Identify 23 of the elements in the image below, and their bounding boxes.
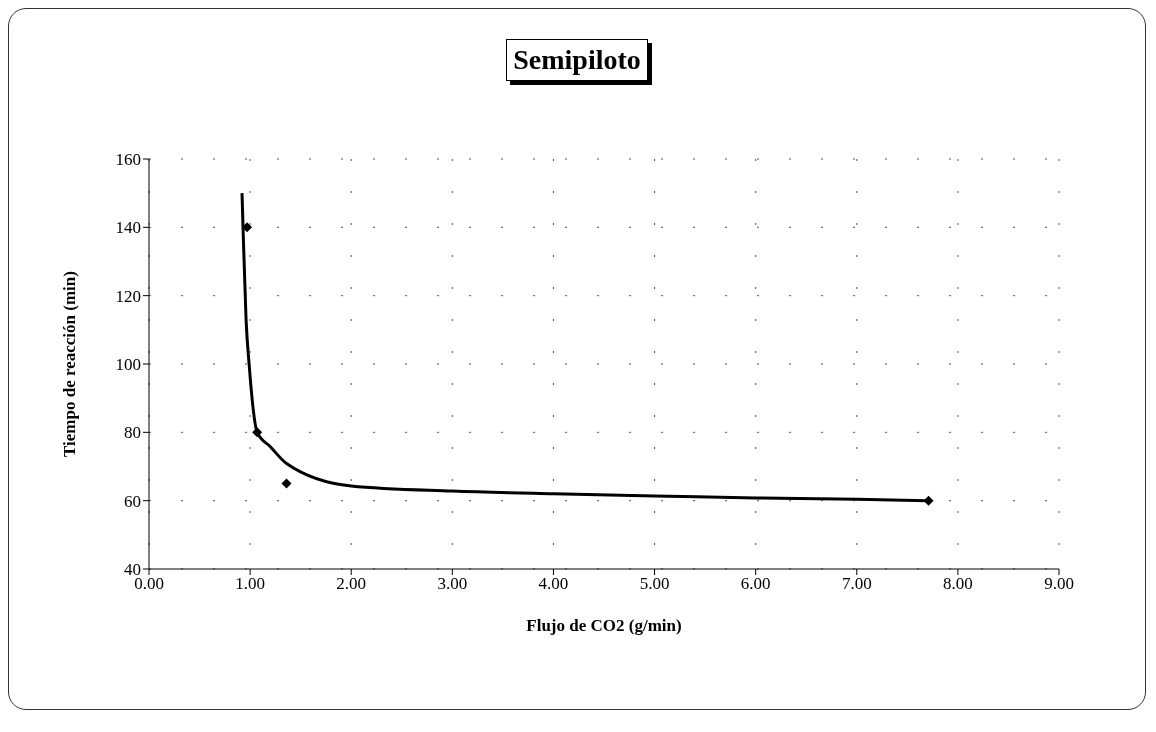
x-tick-label: 4.00 — [538, 574, 569, 594]
point — [923, 495, 934, 506]
x-tick-label: 1.00 — [235, 574, 265, 594]
x-tick-label: 9.00 — [1044, 574, 1074, 594]
x-tick-label: 0.00 — [134, 574, 164, 594]
chart-title: Semipiloto — [506, 39, 648, 81]
x-tick-label: 3.00 — [437, 574, 468, 594]
x-tick-label: 8.00 — [943, 574, 973, 594]
y-tick-label: 140 — [115, 218, 141, 238]
x-tick-label: 6.00 — [740, 574, 771, 594]
x-tick-label: 5.00 — [639, 574, 670, 594]
y-tick-label: 100 — [115, 355, 141, 375]
x-tick-label: 7.00 — [841, 574, 872, 594]
y-tick-label: 60 — [124, 491, 141, 511]
rounded-frame: Semipiloto 0.00 1.00 2.00 3.00 4.00 5.00 6.00 7.00 8.00 9.00 Flujo de CO2 (g/min) 40 60 80 100 120 140 160 Tiempo de reacción (min) — [8, 8, 1146, 710]
x-tick-label: 2.00 — [336, 574, 367, 594]
y-tick-label: 80 — [124, 423, 141, 443]
point — [281, 478, 292, 489]
y-tick-label: 120 — [115, 286, 141, 306]
x-axis-title: Flujo de CO2 (g/min) — [526, 616, 682, 635]
point — [252, 427, 263, 438]
y-tick-label: 160 — [115, 150, 141, 170]
y-axis-title: Tiempo de reacción (min) — [60, 271, 80, 457]
